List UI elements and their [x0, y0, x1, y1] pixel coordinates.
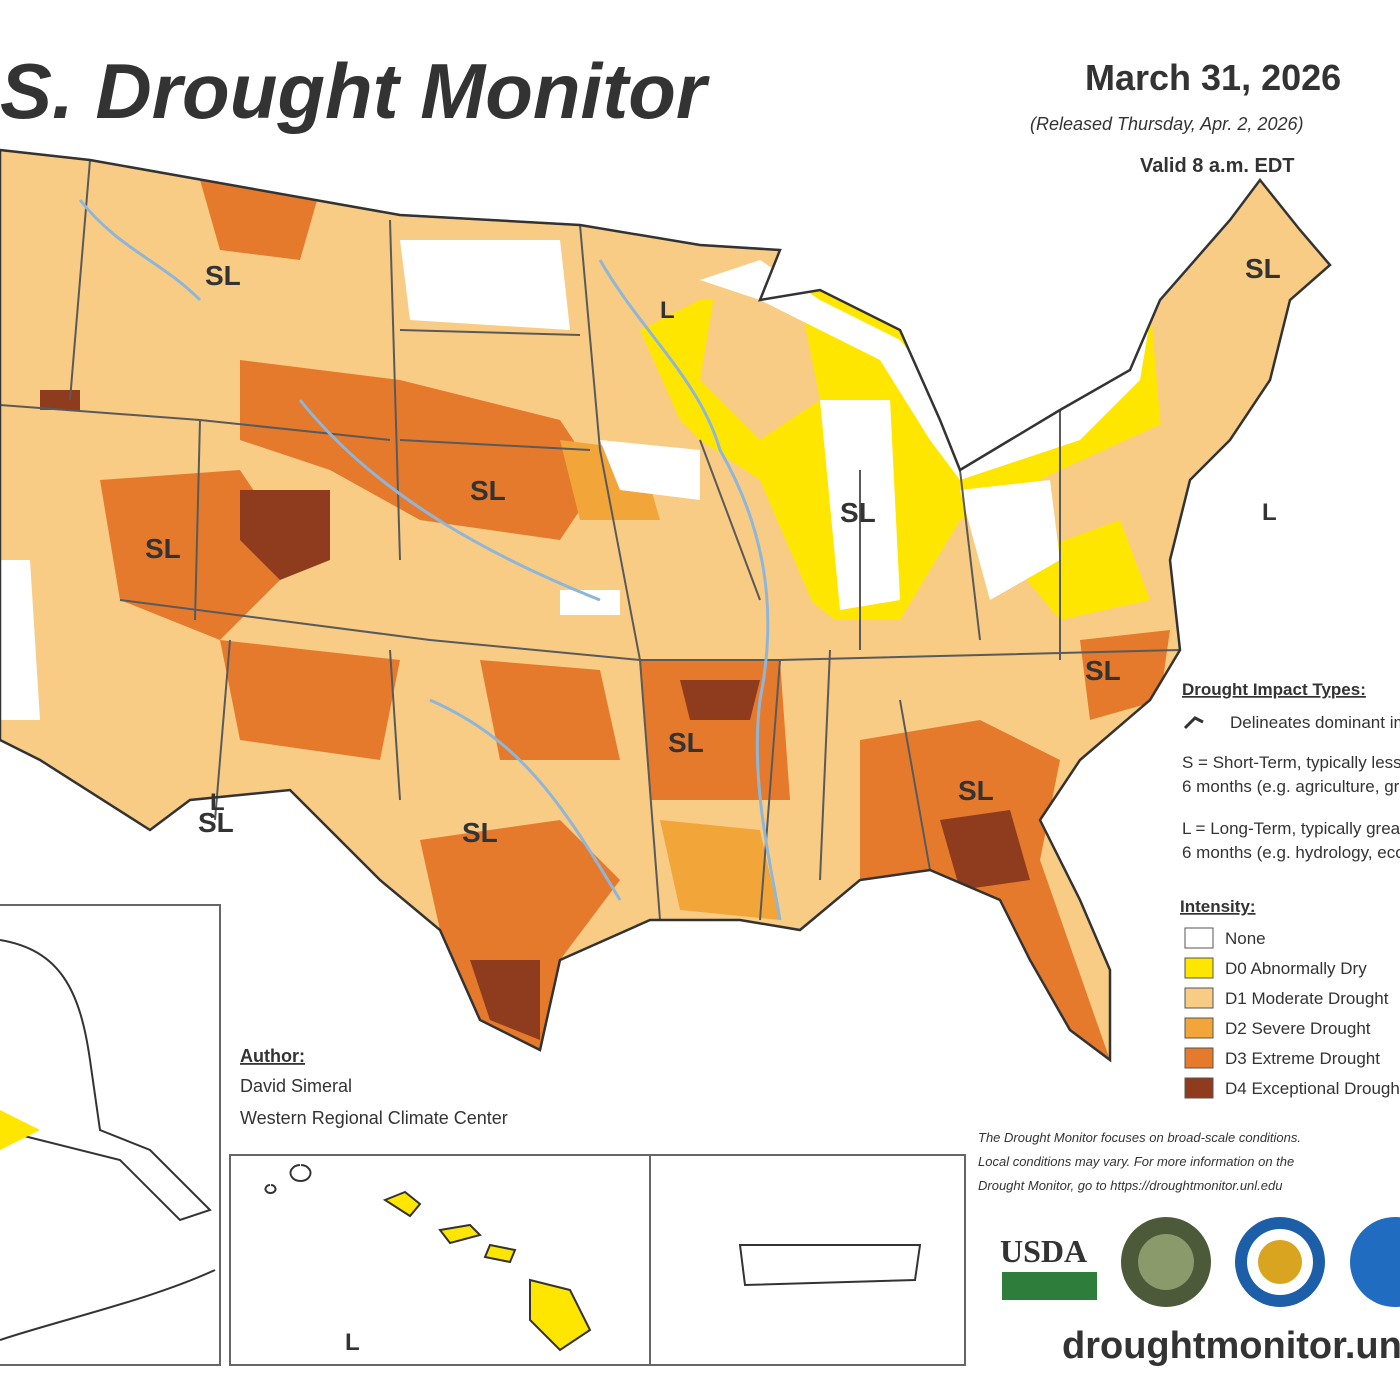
date: March 31, 2026: [1085, 57, 1341, 98]
long-term: L = Long-Term, typically greater than: [1182, 819, 1400, 838]
legend-swatch: [1184, 1077, 1214, 1099]
impact-label: L: [210, 789, 225, 816]
impact-label: SL: [1245, 253, 1281, 284]
logos: USDA: [1000, 1217, 1400, 1307]
legend-items: None D0 Abnormally Dry D1 Moderate Drought…: [1184, 927, 1400, 1099]
drought-area: [680, 680, 760, 720]
drought-area: [240, 490, 330, 580]
legend-label: D2 Severe Drought: [1225, 1019, 1371, 1038]
legend-label: D0 Abnormally Dry: [1225, 959, 1367, 978]
drought-area: [430, 560, 1000, 660]
author-name: David Simeral: [240, 1076, 352, 1096]
drought-area: [240, 360, 600, 540]
legend-swatch: [1184, 957, 1214, 979]
author: Author: David Simeral Western Regional C…: [240, 1046, 508, 1128]
title: S. Drought Monitor: [0, 47, 710, 135]
drought-area: [470, 960, 540, 1040]
disclaimer-line: The Drought Monitor focuses on broad-sca…: [978, 1130, 1301, 1145]
insets: [0, 904, 966, 1366]
valid-time: Valid 8 a.m. EDT: [1140, 155, 1295, 177]
drought-area: [220, 640, 400, 760]
legend-label: None: [1225, 929, 1266, 948]
impact-label: L: [1262, 499, 1277, 526]
legend-label: D3 Extreme Drought: [1225, 1049, 1380, 1068]
disclaimer: The Drought Monitor focuses on broad-sca…: [978, 1130, 1301, 1193]
footer-url: droughtmonitor.unl.edu: [1062, 1325, 1400, 1367]
drought-area: [400, 240, 570, 330]
drought-area: [1010, 520, 1150, 620]
drought-area: [940, 810, 1030, 890]
drought-area: [700, 260, 1150, 480]
drought-area: [1150, 260, 1230, 500]
legend-swatch: [1184, 987, 1214, 1009]
impact-label: L: [660, 297, 675, 324]
legend: Drought Impact Types: Delineates dominan…: [1180, 680, 1400, 1099]
impact-label: SL: [462, 817, 498, 848]
legend-swatch: [1184, 927, 1214, 949]
impact-label: SL: [840, 497, 876, 528]
impact-line: Delineates dominant impacts: [1230, 713, 1400, 732]
legend-swatch: [1184, 1017, 1214, 1039]
drought-area: [480, 660, 620, 760]
drought-area: [40, 640, 130, 760]
drought-area: [420, 820, 620, 1050]
drought-area: [600, 440, 700, 500]
short-term: S = Short-Term, typically less than: [1182, 753, 1400, 772]
legend-swatch: [1184, 1047, 1214, 1069]
usda-logo: USDA: [1000, 1233, 1087, 1269]
drought-area: [960, 480, 1060, 600]
drought-area: [60, 180, 200, 380]
author-org: Western Regional Climate Center: [240, 1108, 508, 1128]
impact-label: SL: [1085, 655, 1121, 686]
state-lines: [0, 148, 1332, 1063]
disclaimer-line: Local conditions may vary. For more info…: [978, 1154, 1294, 1169]
impact-label: SL: [145, 533, 181, 564]
impact-label: L: [345, 1329, 360, 1356]
drought-area: [660, 820, 780, 920]
legend-label: D1 Moderate Drought: [1225, 989, 1389, 1008]
released: (Released Thursday, Apr. 2, 2026): [1030, 114, 1303, 134]
drought-area: [40, 390, 80, 410]
drought-area: [0, 560, 40, 720]
impact-label: SL: [668, 727, 704, 758]
legend-label: D4 Exceptional Drought: [1225, 1079, 1400, 1098]
impact-label: SL: [958, 775, 994, 806]
drought-area: [560, 590, 620, 615]
impact-label: SL: [205, 260, 241, 291]
intensity-title: Intensity:: [1180, 897, 1256, 916]
drought-area: [860, 720, 1110, 1060]
author-heading: Author:: [240, 1046, 305, 1066]
impact-label: SL: [470, 475, 506, 506]
long-term: 6 months (e.g. hydrology, ecology): [1182, 843, 1400, 862]
disclaimer-line: Drought Monitor, go to https://droughtmo…: [978, 1178, 1282, 1193]
drought-area: [200, 180, 320, 260]
short-term: 6 months (e.g. agriculture, grasslands): [1182, 777, 1400, 796]
impact-title: Drought Impact Types:: [1182, 680, 1366, 699]
impact-label: SL: [198, 807, 234, 838]
